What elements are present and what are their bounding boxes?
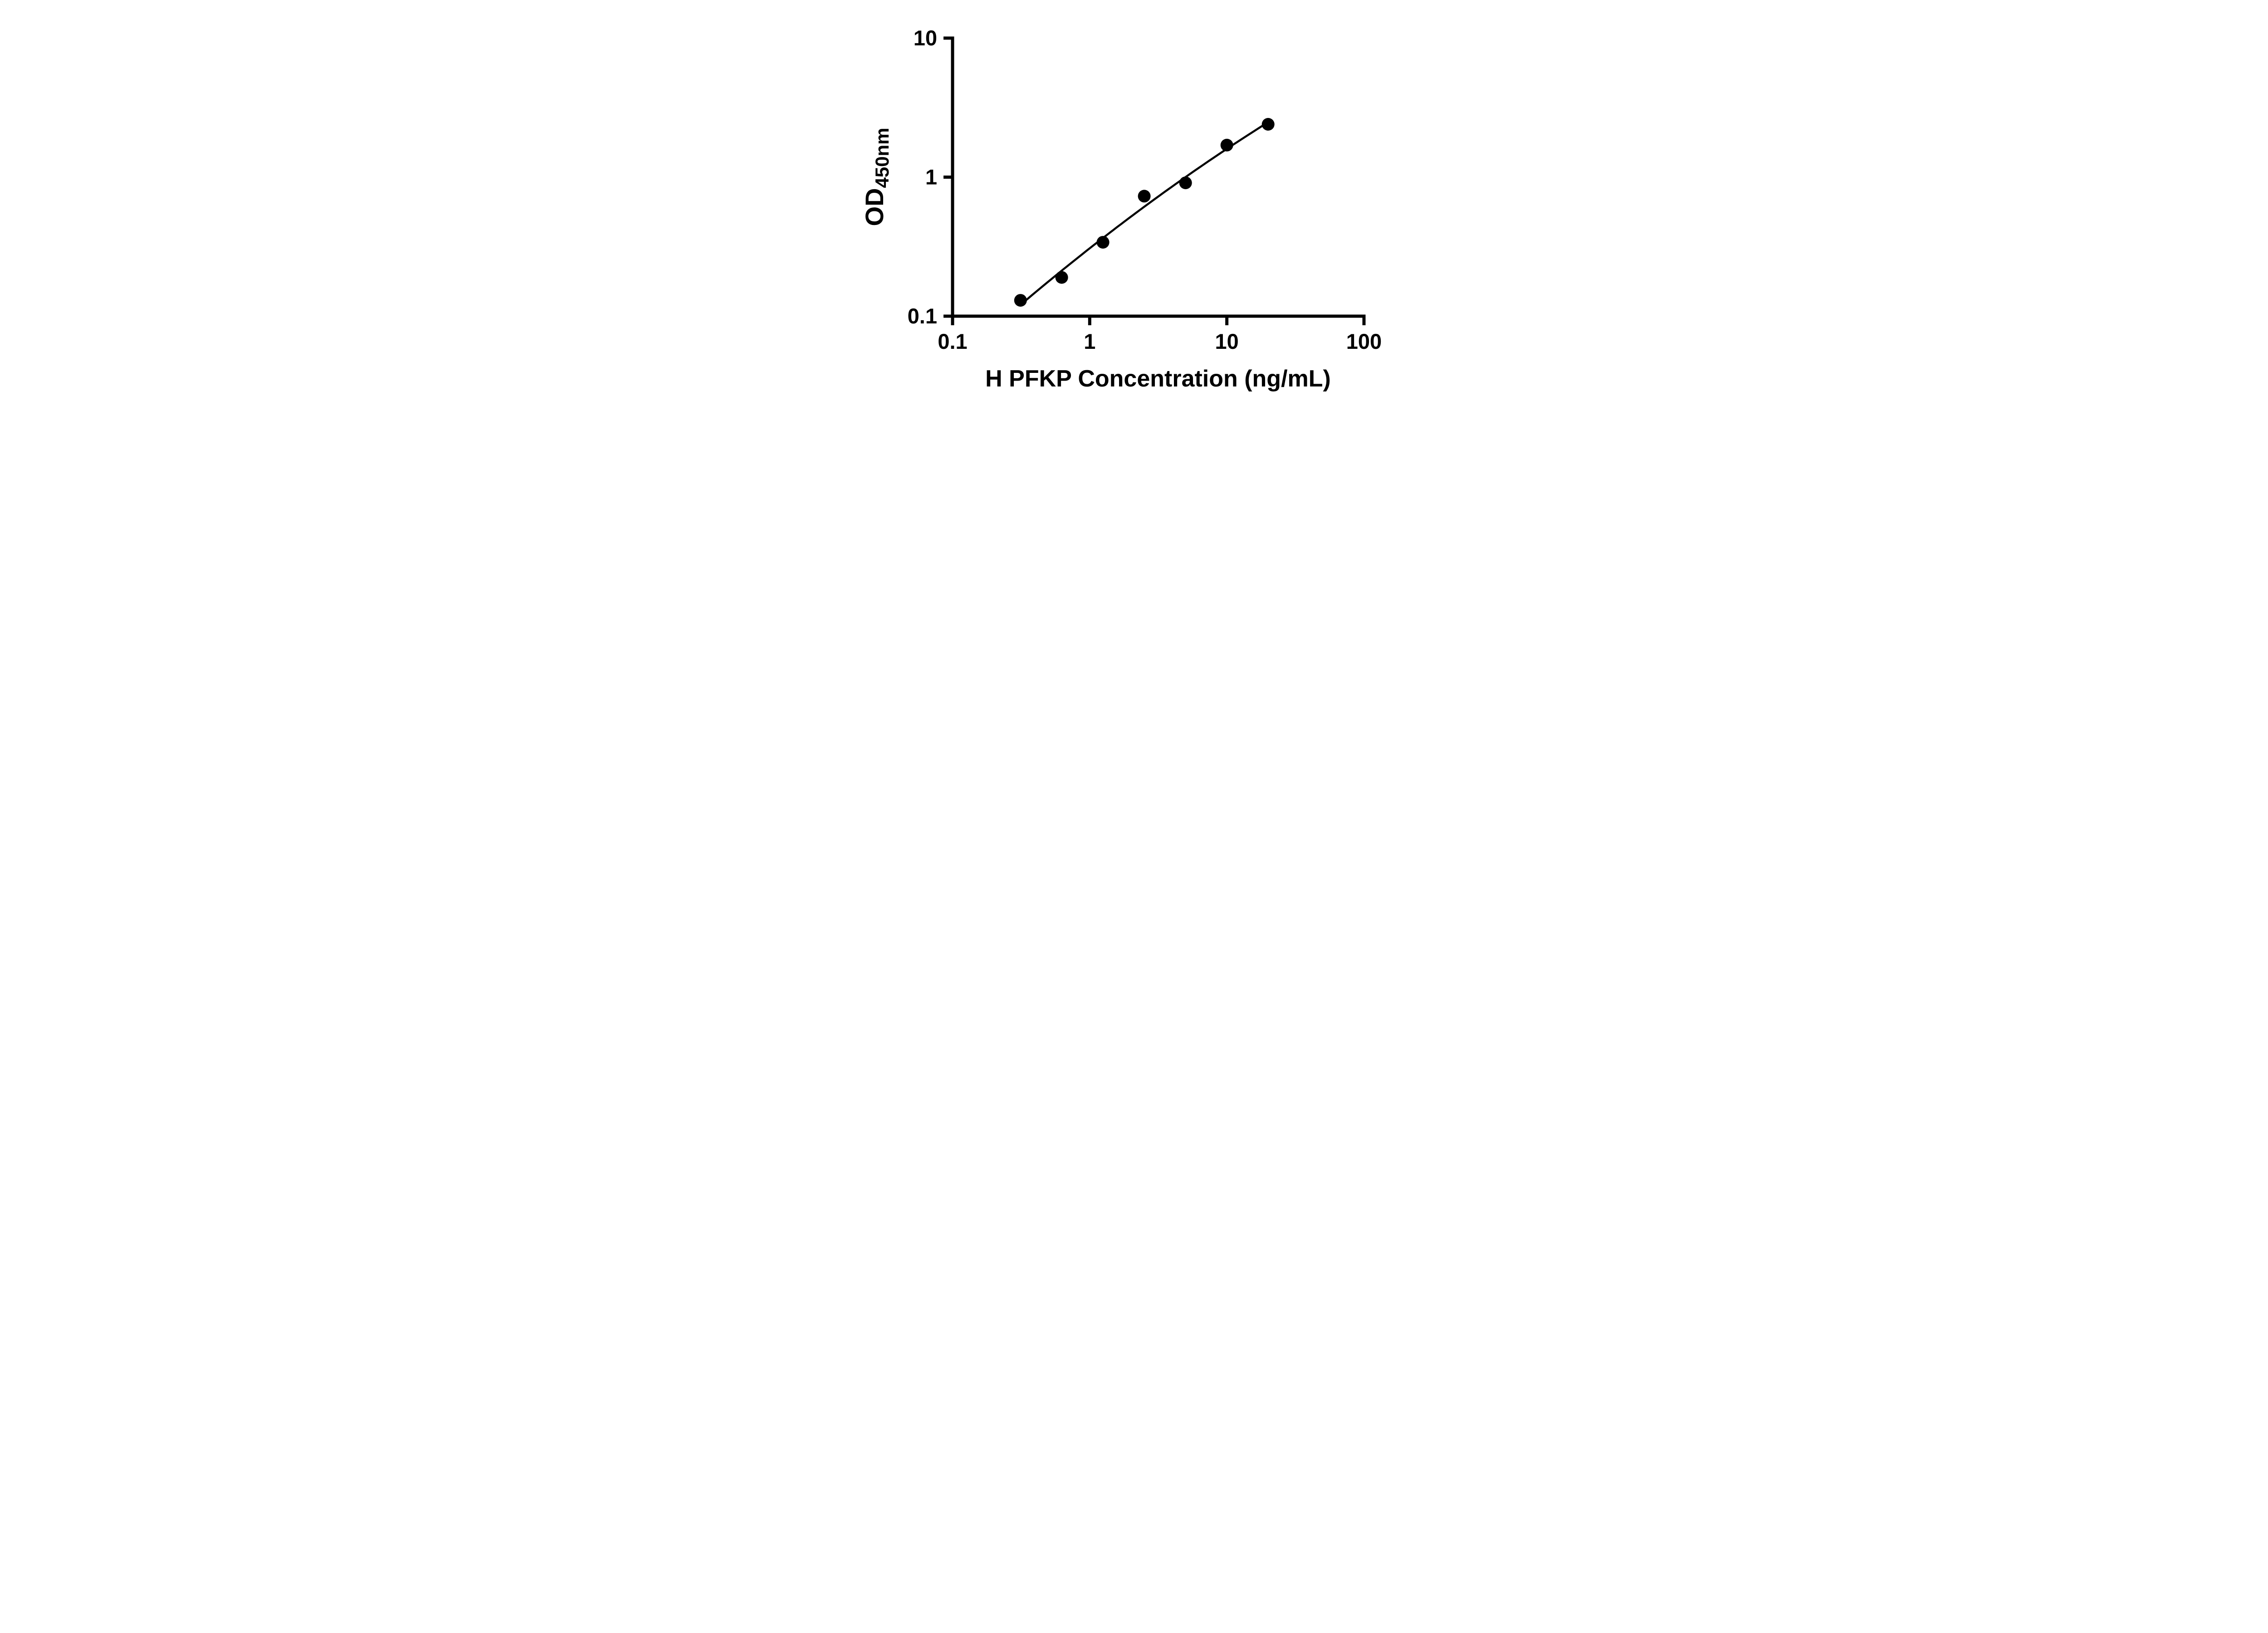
x-tick-label: 1 xyxy=(1084,329,1095,353)
axes-layer: 0.1 1 10 100 0.1 1 10 xyxy=(908,26,1382,353)
axes-spine xyxy=(951,36,1366,318)
data-point xyxy=(1096,236,1110,249)
data-point xyxy=(1220,138,1233,152)
data-point xyxy=(1261,118,1275,131)
standard-curve-plot: 0.1 1 10 100 0.1 1 10 H PFKP Concentration (ng… xyxy=(860,26,1382,392)
x-tick-label: 10 xyxy=(1215,329,1239,353)
y-tick-label: 10 xyxy=(914,26,937,50)
x-tick-label: 0.1 xyxy=(938,329,967,353)
x-tick-label: 100 xyxy=(1346,329,1382,353)
data-point xyxy=(1014,294,1027,307)
y-tick-label: 0.1 xyxy=(908,304,937,328)
data-point xyxy=(1179,176,1192,190)
y-axis-title-main: OD xyxy=(860,188,889,226)
x-axis-title: H PFKP Concentration (ng/mL) xyxy=(985,366,1331,392)
data-point xyxy=(1055,271,1068,284)
y-axis-title-sub: 450nm xyxy=(871,127,893,188)
chart-figure: 0.1 1 10 100 0.1 1 10 H PFKP Concentration (ng… xyxy=(848,0,1420,408)
y-tick-label: 1 xyxy=(925,165,937,189)
y-axis-title: OD450nm xyxy=(860,127,893,226)
series-layer xyxy=(1014,118,1275,307)
data-point xyxy=(1138,190,1151,203)
